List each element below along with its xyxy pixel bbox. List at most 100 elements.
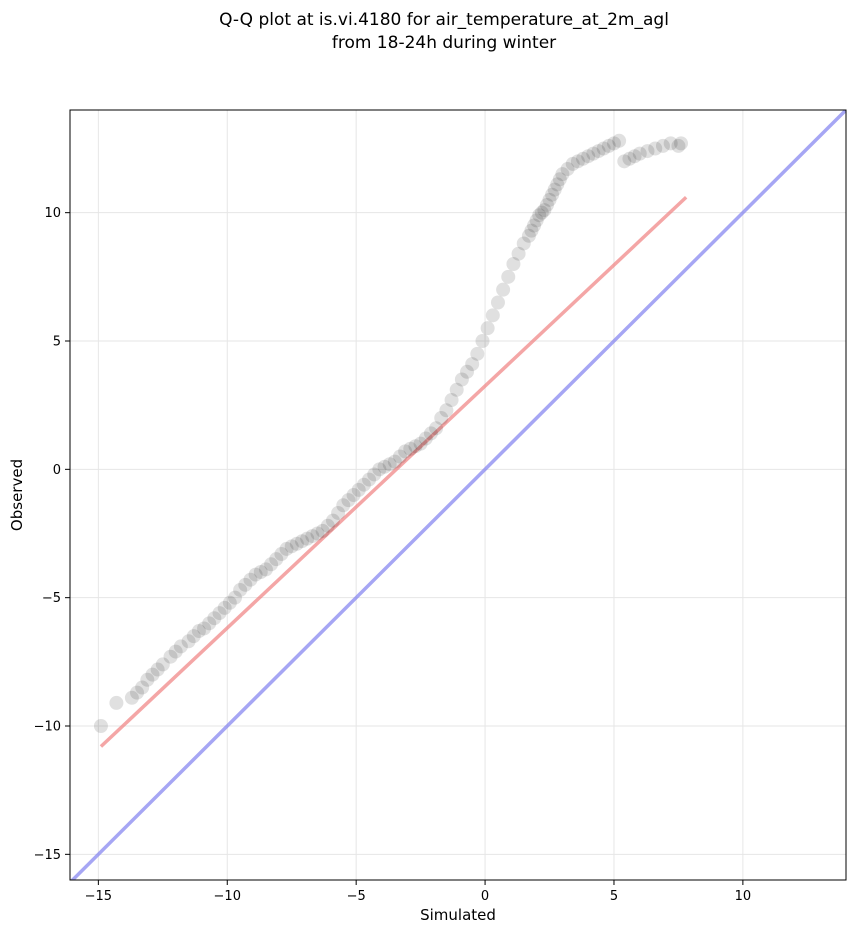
qq-point — [490, 295, 505, 310]
qq-point — [465, 357, 480, 372]
qq-point — [269, 552, 284, 567]
qq-point — [398, 444, 413, 459]
qq-point — [109, 695, 124, 710]
qq-point — [382, 457, 397, 472]
qq-point — [586, 146, 601, 161]
qq-point — [222, 595, 237, 610]
qq-point — [655, 138, 670, 153]
qq-point — [264, 557, 279, 572]
fit-line — [99, 195, 688, 748]
plot-frame — [69, 109, 847, 881]
qq-point — [181, 634, 196, 649]
qq-point — [351, 482, 366, 497]
qq-point — [320, 518, 335, 533]
qq-point — [596, 141, 611, 156]
qq-point — [418, 431, 433, 446]
qq-point — [238, 577, 253, 592]
chart-title-line-2: from 18-24h during winter — [332, 33, 556, 53]
qq-point — [532, 208, 547, 223]
qq-point — [341, 493, 356, 508]
y-tick-label: −15 — [34, 848, 61, 863]
qq-point — [501, 269, 516, 284]
qq-point — [601, 138, 616, 153]
qq-point — [555, 167, 570, 182]
qq-point — [640, 144, 655, 159]
qq-point — [403, 441, 418, 456]
qq-point — [449, 382, 464, 397]
qq-point — [212, 606, 227, 621]
grid — [70, 110, 846, 880]
x-axis-ticks: −15 −10 −5 0 5 10 — [85, 880, 752, 904]
qq-point — [648, 141, 663, 156]
y-axis-ticks: −15 −10 −5 0 5 10 — [34, 206, 70, 863]
qq-point — [310, 526, 325, 541]
qq-point — [524, 223, 539, 238]
qq-point — [124, 690, 139, 705]
qq-point — [550, 177, 565, 192]
qq-point — [279, 541, 294, 556]
qq-point — [150, 662, 165, 677]
qq-point — [475, 334, 490, 348]
qq-point — [539, 197, 554, 212]
qq-point — [93, 719, 108, 733]
qq-point — [671, 138, 686, 153]
qq-point — [155, 657, 170, 672]
qq-point — [537, 203, 552, 218]
qq-point — [547, 182, 562, 197]
qq-point — [521, 228, 536, 243]
qq-point — [168, 644, 183, 659]
qq-point — [202, 616, 217, 631]
qq-point — [576, 151, 591, 166]
qq-point — [560, 162, 575, 177]
y-tick-label: 10 — [44, 206, 61, 221]
qq-point — [663, 136, 678, 151]
qq-point — [387, 454, 402, 469]
qq-point — [439, 403, 454, 418]
qq-point — [617, 154, 632, 169]
qq-point — [565, 156, 580, 171]
qq-point — [295, 534, 310, 549]
qq-point — [173, 639, 188, 654]
qq-point — [552, 172, 567, 187]
x-tick-label: 10 — [735, 889, 752, 904]
y-axis-label: Observed — [8, 459, 26, 531]
qq-point — [485, 308, 500, 323]
x-tick-label: −10 — [214, 889, 241, 904]
qq-point — [367, 467, 382, 482]
x-axis-label: Simulated — [420, 906, 496, 924]
qq-point — [305, 529, 320, 544]
qq-point — [516, 236, 531, 251]
y-tick-label: 5 — [53, 335, 61, 350]
qq-point — [253, 565, 268, 579]
qq-point — [606, 136, 621, 151]
qq-point — [511, 246, 526, 261]
qq-point — [315, 523, 330, 538]
qq-point — [346, 488, 361, 502]
qq-point — [233, 582, 248, 597]
qq-point — [423, 426, 438, 441]
qq-point — [258, 562, 273, 577]
qq-point — [130, 685, 145, 700]
qq-point — [377, 459, 392, 474]
qq-point — [145, 667, 160, 682]
qq-point — [480, 321, 495, 336]
qq-point — [362, 472, 377, 487]
qq-point — [227, 590, 242, 605]
x-tick-label: −5 — [347, 889, 366, 904]
identity-line — [70, 110, 846, 880]
qq-point — [632, 146, 647, 161]
qq-point — [444, 393, 459, 408]
qq-point — [163, 649, 178, 664]
qq-point — [217, 600, 232, 615]
qq-point — [591, 144, 606, 159]
qq-points — [93, 133, 689, 733]
qq-point — [627, 149, 642, 164]
qq-point — [392, 449, 407, 464]
qq-point — [336, 498, 351, 513]
reference-lines — [70, 110, 846, 880]
qq-point — [496, 282, 511, 297]
qq-point — [529, 213, 544, 228]
qq-point — [506, 257, 521, 271]
qq-point — [300, 531, 315, 546]
